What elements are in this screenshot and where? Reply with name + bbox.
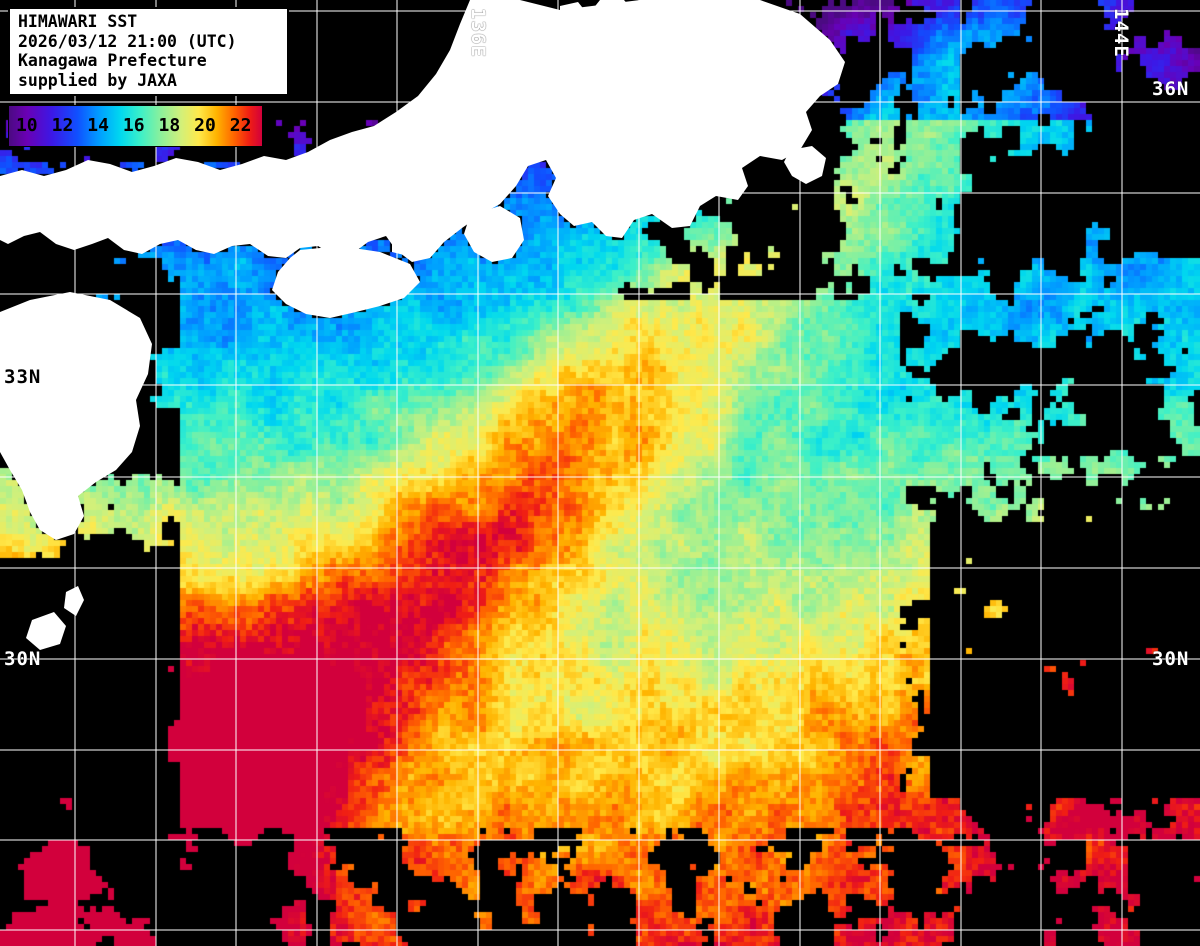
title-line-product: HIMAWARI SST — [18, 12, 138, 31]
colorbar-tick-labels: 10 12 14 16 18 20 22 — [9, 106, 262, 146]
colorbar-tick-12: 12 — [51, 115, 74, 136]
landmass-boso-izu — [784, 146, 826, 184]
longitude-label-144e: 144E — [1110, 8, 1132, 58]
latitude-label-36n-2: 36N — [1152, 78, 1190, 100]
landmass-kii-peninsula — [464, 206, 524, 262]
colorbar-tick-10: 10 — [15, 115, 38, 136]
landmass-kyushu — [0, 292, 152, 540]
landmass-shikoku — [272, 246, 420, 318]
title-line-region: Kanagawa Prefecture — [18, 51, 207, 70]
landmass-sado-island — [560, 2, 586, 22]
latitude-label-30n-3: 30N — [1152, 648, 1190, 670]
title-card: HIMAWARI SST 2026/03/12 21:00 (UTC) Kana… — [8, 7, 289, 96]
landmass-honshu — [0, 0, 845, 262]
title-line-source: supplied by JAXA — [18, 70, 177, 90]
title-line-datetime: 2026/03/12 21:00 (UTC) — [18, 31, 237, 51]
colorbar-tick-14: 14 — [87, 115, 109, 136]
landmass-yakushima — [26, 612, 66, 650]
landmass-tanegashima — [64, 586, 84, 616]
latitude-label-30n-1: 30N — [4, 648, 42, 670]
latitude-label-33n-0: 33N — [4, 366, 42, 388]
temperature-colorbar: 10 12 14 16 18 20 22 — [8, 105, 263, 147]
colorbar-tick-18: 18 — [158, 115, 181, 136]
colorbar-tick-16: 16 — [122, 115, 145, 136]
landmass-noto — [592, 0, 636, 28]
longitude-label-136e: 136E — [467, 8, 489, 58]
colorbar-tick-20: 20 — [194, 115, 216, 136]
colorbar-tick-22: 22 — [229, 115, 252, 136]
landmass-awaji-island — [392, 232, 420, 256]
colorbar-gradient — [9, 106, 262, 146]
